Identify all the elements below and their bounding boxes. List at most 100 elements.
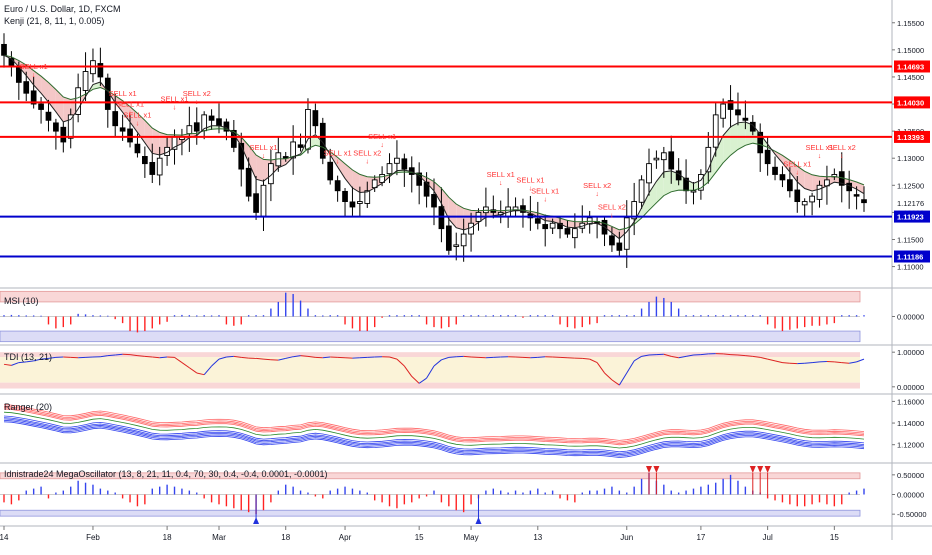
candle-body[interactable] <box>773 167 778 174</box>
candle-body[interactable] <box>854 195 859 197</box>
level-tag-label: 1.11923 <box>897 213 924 222</box>
kenji-indicator-label: Kenji (21, 8, 11, 1, 0.005) <box>4 16 104 26</box>
candle-body[interactable] <box>780 175 785 180</box>
candle-body[interactable] <box>328 162 333 180</box>
candle-body[interactable] <box>68 115 73 138</box>
candle-body[interactable] <box>617 243 622 250</box>
sell-marker-icon <box>653 466 659 473</box>
tdi-lower-zone <box>0 383 860 389</box>
candle-body[interactable] <box>647 164 652 183</box>
level-tag-label: 1.13393 <box>897 133 924 142</box>
candle-body[interactable] <box>194 123 199 131</box>
candle-body[interactable] <box>765 150 770 163</box>
candle-body[interactable] <box>402 159 407 169</box>
candle-body[interactable] <box>209 116 214 120</box>
candle-body[interactable] <box>187 126 192 134</box>
candle-body[interactable] <box>669 152 674 169</box>
candle-body[interactable] <box>142 156 147 163</box>
candle-body[interactable] <box>446 226 451 250</box>
sell-arrow-icon: ↓ <box>543 196 547 203</box>
candle-body[interactable] <box>24 82 29 94</box>
candle-body[interactable] <box>350 202 355 207</box>
candle-body[interactable] <box>387 164 392 174</box>
candle-body[interactable] <box>120 128 125 131</box>
candle-body[interactable] <box>343 191 348 201</box>
tdi-segment <box>834 362 841 363</box>
candle-body[interactable] <box>357 202 362 204</box>
candle-body[interactable] <box>298 145 303 148</box>
sell-signal-label: SELL x1 <box>516 176 544 185</box>
candle-body[interactable] <box>61 127 66 142</box>
tdi-mid-zone <box>0 357 860 383</box>
ranger-tick-label: 1.16000 <box>897 397 924 406</box>
candle-body[interactable] <box>713 115 718 147</box>
candle-body[interactable] <box>254 194 259 213</box>
tdi-segment <box>723 354 730 355</box>
candle-body[interactable] <box>810 196 815 202</box>
candle-body[interactable] <box>661 153 666 160</box>
sell-signal-label: SELL x1 <box>109 89 137 98</box>
candle-body[interactable] <box>135 144 140 153</box>
sell-signal-label: SELL x1 <box>783 159 811 168</box>
candle-body[interactable] <box>572 229 577 238</box>
candle-body[interactable] <box>395 158 400 163</box>
candle-body[interactable] <box>802 202 807 205</box>
candle-body[interactable] <box>2 44 7 55</box>
candle-body[interactable] <box>432 194 437 206</box>
candle-body[interactable] <box>565 229 570 234</box>
candle-body[interactable] <box>758 132 763 152</box>
candle-body[interactable] <box>721 104 726 118</box>
candle-body[interactable] <box>654 158 659 160</box>
tdi-segment <box>449 357 456 358</box>
candle-body[interactable] <box>150 162 155 174</box>
candle-body[interactable] <box>610 236 615 245</box>
candle-body[interactable] <box>246 168 251 196</box>
candle-body[interactable] <box>46 112 51 120</box>
sell-arrow-icon: ↓ <box>32 72 36 79</box>
candle-body[interactable] <box>83 72 88 91</box>
ranger-pane[interactable] <box>4 405 864 458</box>
candle-body[interactable] <box>239 143 244 169</box>
tdi-tick-label: 1.00000 <box>897 348 924 357</box>
candle-body[interactable] <box>291 142 296 158</box>
tdi-segment <box>582 358 589 359</box>
candle-body[interactable] <box>795 190 800 202</box>
candle-body[interactable] <box>461 234 466 246</box>
candle-body[interactable] <box>550 223 555 228</box>
candle-body[interactable] <box>454 245 459 247</box>
candle-body[interactable] <box>157 158 162 175</box>
candle-body[interactable] <box>335 181 340 191</box>
candle-body[interactable] <box>76 88 81 115</box>
candle-body[interactable] <box>128 129 133 142</box>
candle-body[interactable] <box>469 223 474 234</box>
candle-body[interactable] <box>113 112 118 126</box>
level-tag-label: 1.14030 <box>897 98 924 107</box>
tdi-segment <box>115 354 122 355</box>
candle-body[interactable] <box>39 104 44 109</box>
candle-body[interactable] <box>261 185 266 216</box>
sell-arrow-icon: ↓ <box>796 169 800 176</box>
candle-body[interactable] <box>543 224 548 228</box>
candle-body[interactable] <box>53 123 58 131</box>
candle-body[interactable] <box>365 191 370 204</box>
candle-body[interactable] <box>535 219 540 224</box>
candle-body[interactable] <box>313 111 318 126</box>
candle-body[interactable] <box>736 110 741 115</box>
candle-body[interactable] <box>217 119 222 126</box>
tdi-segment <box>241 357 248 358</box>
price-axis[interactable]: 1.155001.150001.145001.140001.135001.130… <box>892 19 930 519</box>
candle-body[interactable] <box>743 118 748 120</box>
sell-arrow-icon: ↓ <box>195 99 199 106</box>
tdi-segment <box>323 357 330 358</box>
candle-body[interactable] <box>691 191 696 192</box>
candle-body[interactable] <box>862 200 867 203</box>
candle-body[interactable] <box>439 207 444 229</box>
candle-body[interactable] <box>787 180 792 191</box>
mega-lower-zone <box>0 510 860 516</box>
candle-body[interactable] <box>817 185 822 199</box>
candle-body[interactable] <box>639 180 644 202</box>
sell-marker-icon <box>765 466 771 473</box>
